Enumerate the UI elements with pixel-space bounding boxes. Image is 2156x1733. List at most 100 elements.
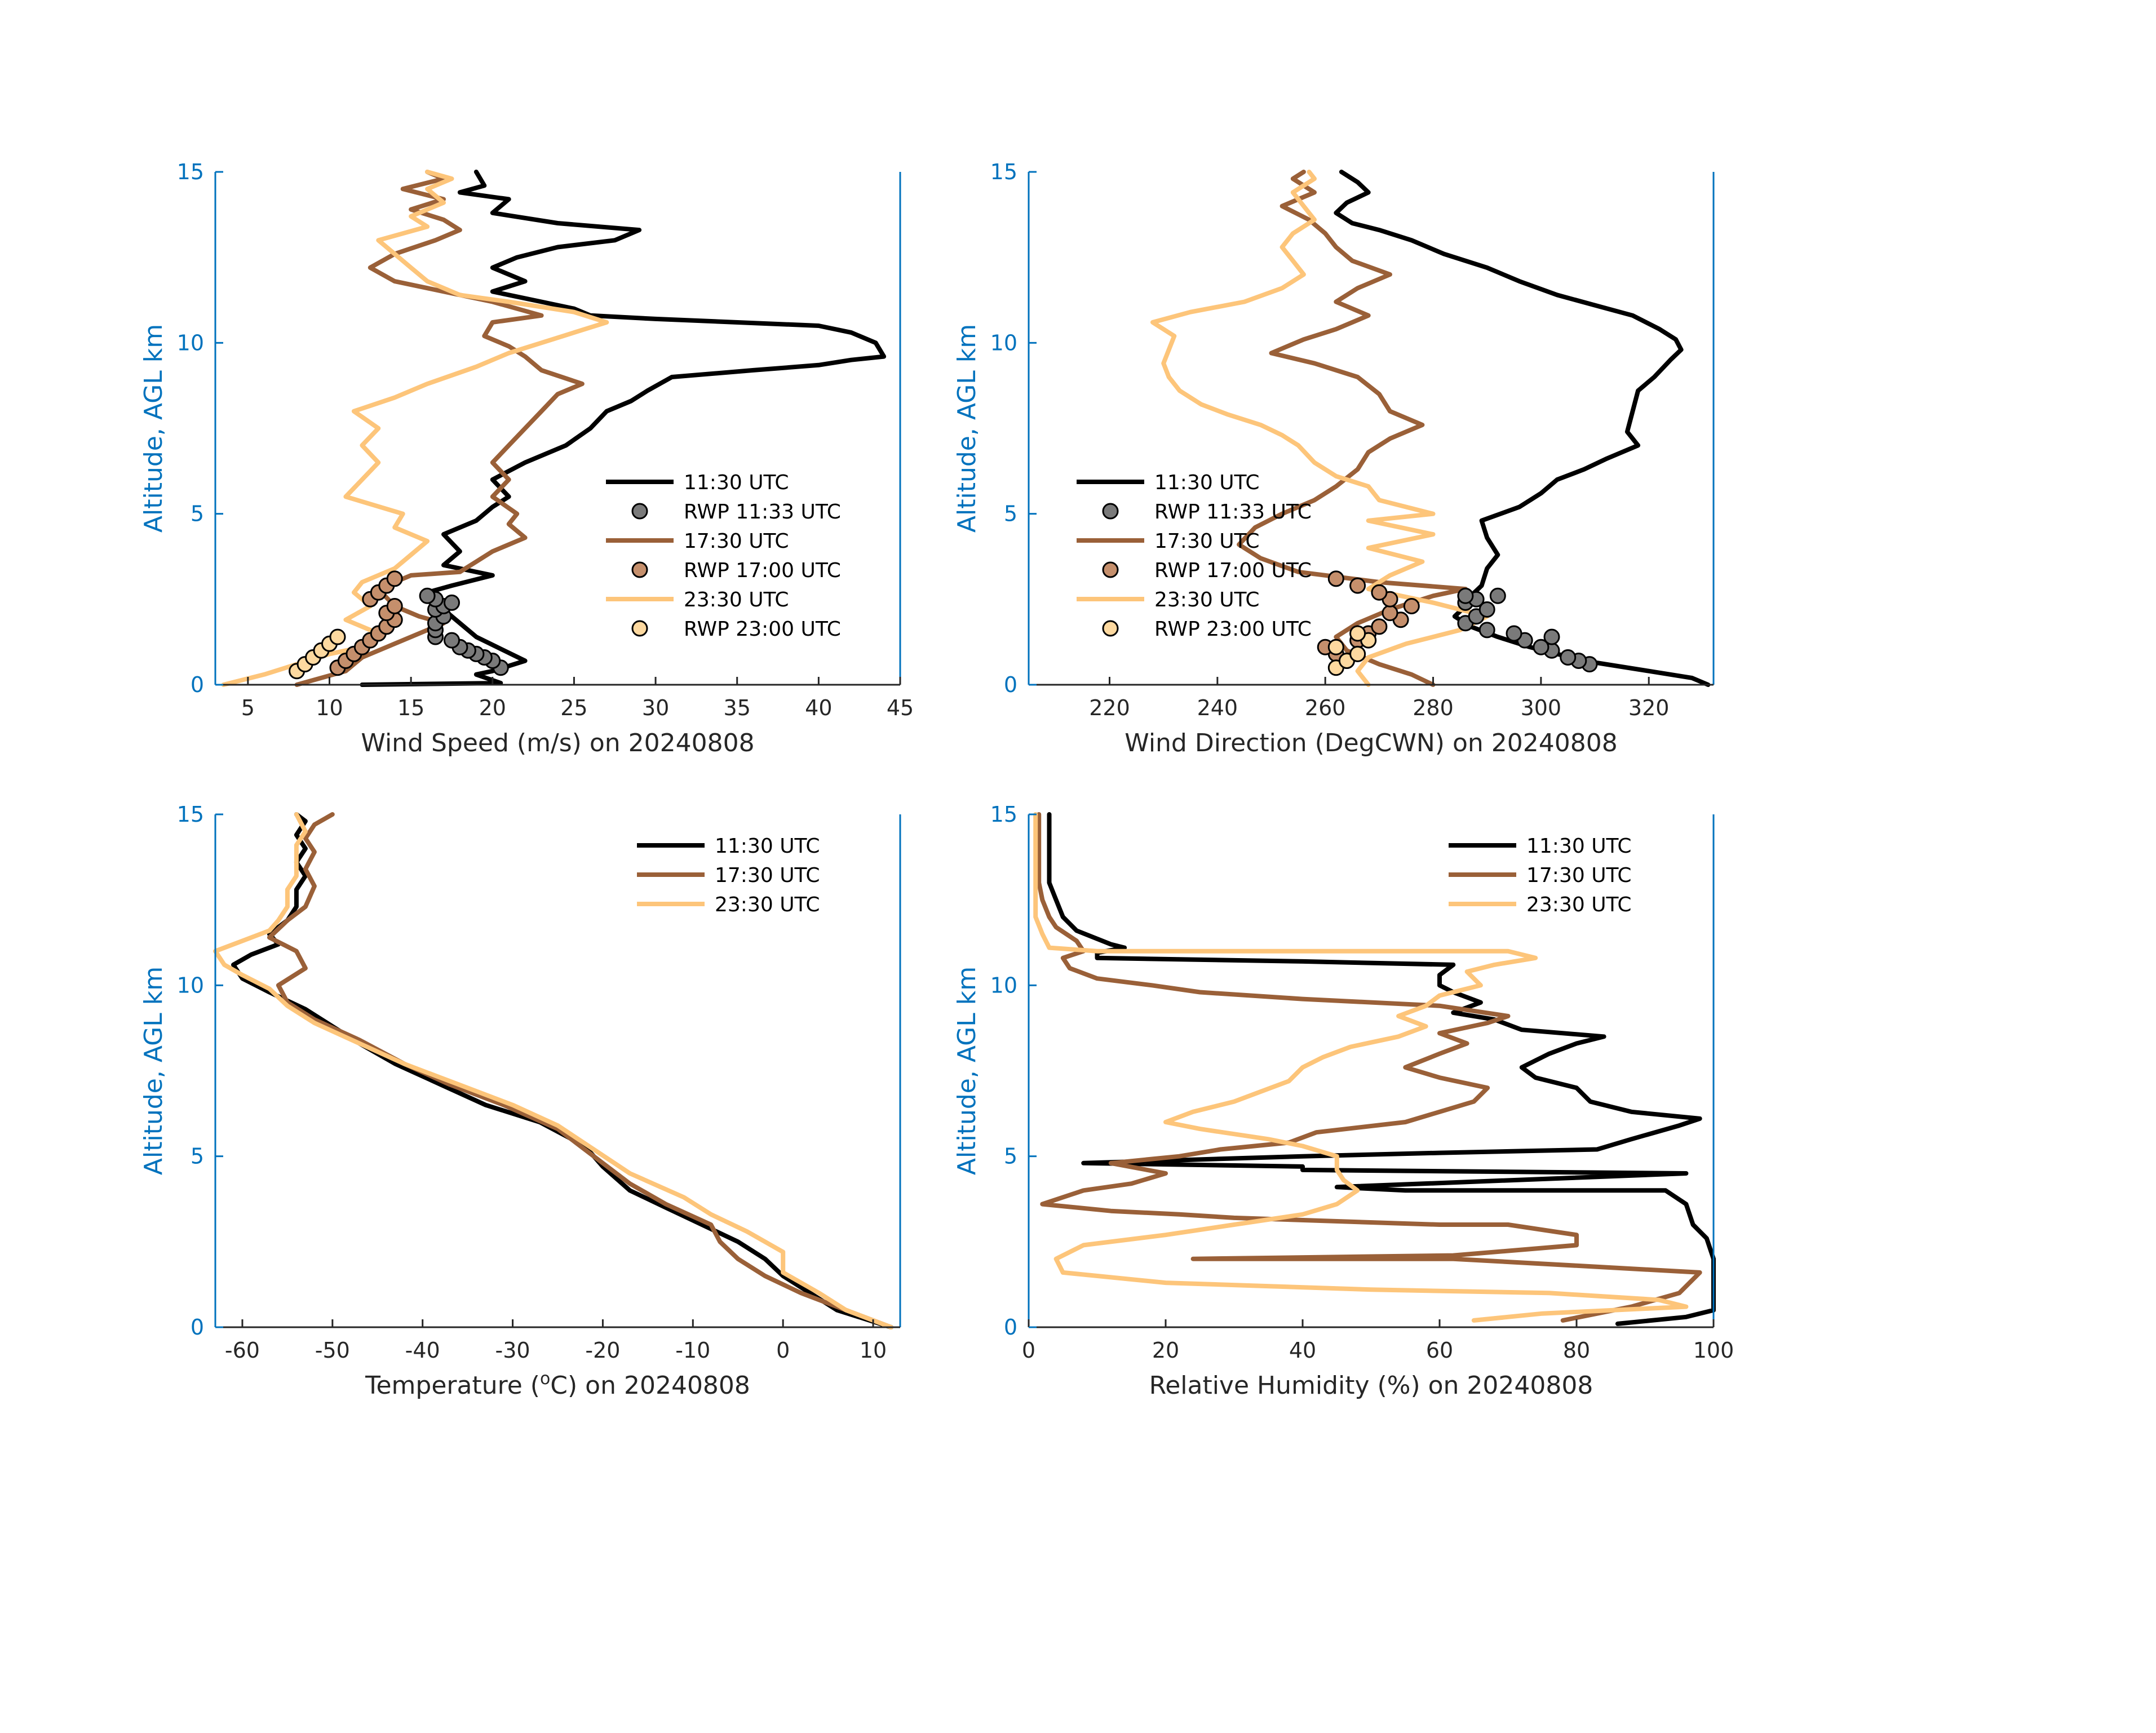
wind-speed-y-axis-title: Altitude, AGL km [139,324,168,533]
wind-speed-legend-marker-5 [631,620,648,637]
relative-humidity-x-axis-title: Relative Humidity (%) on 20240808 [1149,1371,1593,1400]
wind-speed-xtick-label-5: 30 [642,695,669,720]
relative-humidity-xtick-label-5: 100 [1693,1338,1734,1363]
wind-direction-ytick-label-3: 15 [990,159,1017,184]
temperature-y-axis-title: Altitude, AGL km [139,967,168,1175]
relative-humidity-ytick-label-3: 15 [990,802,1017,827]
wind-speed-rwp-point-1-9 [386,598,403,614]
wind-direction-ytick-label-1: 5 [1004,502,1017,526]
relative-humidity-xtick-label-2: 40 [1289,1338,1316,1363]
wind-speed-xtick-label-1: 10 [316,695,343,720]
wind-direction-legend-label-5: RWP 23:00 UTC [1154,618,1312,641]
relative-humidity-xtick-label-4: 80 [1563,1338,1590,1363]
wind-speed-xtick-label-6: 35 [724,695,751,720]
wind-direction-rwp-point-0-4 [1533,639,1550,655]
wind-speed-legend-label-0: 11:30 UTC [684,471,789,494]
temperature-ytick-label-2: 10 [177,973,204,998]
wind-direction-rwp-point-2-2 [1349,645,1366,662]
wind-speed-legend: 11:30 UTC RWP 11:33 UTC 17:30 UTC RWP 17:00… [606,471,841,641]
wind-speed-rwp-point-0-15 [419,587,436,604]
wind-speed-series-line-2 [221,170,609,687]
temperature-x-axis-title-part: Temperature ( [365,1371,540,1400]
wind-direction-rwp-point-0-11 [1478,601,1495,618]
wind-direction-legend-label-1: RWP 11:33 UTC [1154,500,1312,524]
wind-direction-rwp-point-1-10 [1371,584,1388,601]
wind-direction-ytick-label-2: 10 [990,330,1017,355]
temperature-series-line-0 [231,812,893,1329]
wind-direction-chart: 220 240 260 280 300 320 0 5 10 15 Wind Direction (… [953,159,1715,757]
relative-humidity-ytick-label-0: 0 [1004,1315,1017,1340]
wind-direction-ytick-label-0: 0 [1004,672,1017,697]
wind-direction-x-axis-title: Wind Direction (DegCWN) on 20240808 [1125,729,1617,757]
relative-humidity-ytick-label-1: 5 [1004,1144,1017,1169]
temperature-legend-label-2: 23:30 UTC [715,893,820,916]
wind-speed-legend-marker-1 [631,503,648,520]
wind-direction-rwp-point-0-15 [1489,587,1506,604]
temperature-xtick-label-0: -60 [225,1338,260,1363]
wind-speed-series-line-0 [360,170,887,687]
relative-humidity-legend-label-1: 17:30 UTC [1526,864,1632,887]
wind-speed-ytick-label-2: 10 [177,330,204,355]
wind-speed-xtick-label-0: 5 [241,695,255,720]
wind-speed-xtick-label-7: 40 [805,695,832,720]
wind-speed-xtick-label-4: 25 [560,695,587,720]
wind-direction-rwp-point-1-7 [1382,605,1398,622]
temperature-ytick-label-1: 5 [191,1144,204,1169]
relative-humidity-series-line-2 [1033,812,1689,1323]
temperature-x-axis-title-tail: C) on 20240808 [550,1371,750,1400]
relative-humidity-ytick-label-2: 10 [990,973,1017,998]
wind-direction-rwp-point-1-8 [1403,598,1420,614]
wind-speed-rwp-point-0-6 [444,632,460,649]
temperature-x-axis-title: Temperature (oC) on 20240808 [365,1369,750,1400]
wind-speed-xtick-label-8: 45 [887,695,914,720]
wind-direction-xtick-label-4: 300 [1521,695,1562,720]
relative-humidity-xtick-label-0: 0 [1022,1338,1035,1363]
relative-humidity-legend-label-2: 23:30 UTC [1526,893,1632,916]
wind-direction-rwp-point-1-11 [1349,577,1366,594]
wind-speed-legend-label-2: 17:30 UTC [684,530,789,553]
wind-speed-rwp-point-1-13 [386,570,403,587]
temperature-series-line-1 [267,812,893,1329]
wind-speed-legend-label-5: RWP 23:00 UTC [684,618,841,641]
temperature-xtick-label-5: -10 [675,1338,710,1363]
wind-speed-x-axis-title: Wind Speed (m/s) on 20240808 [361,729,754,757]
wind-direction-series-line-0 [1334,170,1711,687]
wind-speed-legend-label-4: 23:30 UTC [684,588,789,611]
wind-direction-rwp-point-0-14 [1457,587,1474,604]
wind-direction-legend-marker-5 [1102,620,1119,637]
wind-direction-legend-marker-3 [1102,561,1119,578]
wind-direction-rwp-point-1-12 [1327,570,1344,587]
temperature-ytick-label-3: 15 [177,802,204,827]
wind-speed-ytick-label-3: 15 [177,159,204,184]
wind-direction-y-axis-title: Altitude, AGL km [953,324,981,533]
temperature-chart: -60 -50 -40 -30 -20 -10 0 10 0 5 10 15 Temperature (… [139,802,901,1400]
relative-humidity-y-axis-title: Altitude, AGL km [953,967,981,1175]
relative-humidity-series-line-1 [1037,812,1702,1323]
temperature-legend: 11:30 UTC 17:30 UTC 23:30 UTC [637,835,820,916]
wind-direction-xtick-label-0: 220 [1089,695,1130,720]
relative-humidity-xtick-label-1: 20 [1152,1338,1179,1363]
temperature-ytick-label-0: 0 [191,1315,204,1340]
temperature-series-line-2 [213,812,893,1329]
wind-speed-xtick-label-2: 15 [397,695,424,720]
wind-speed-legend-label-3: RWP 17:00 UTC [684,559,841,582]
wind-speed-rwp-point-2-5 [329,628,346,645]
temperature-xtick-label-7: 10 [860,1338,887,1363]
temperature-legend-label-0: 11:30 UTC [715,835,820,858]
wind-direction-xtick-label-1: 240 [1197,695,1238,720]
wind-speed-legend-marker-3 [631,561,648,578]
wind-direction-rwp-point-2-5 [1349,625,1366,642]
relative-humidity-series-line-0 [1047,812,1716,1326]
temperature-xtick-label-1: -50 [315,1338,350,1363]
wind-speed-ytick-label-0: 0 [191,672,204,697]
temperature-xtick-label-4: -20 [585,1338,620,1363]
wind-direction-rwp-point-2-3 [1327,639,1344,655]
wind-direction-rwp-point-0-7 [1506,625,1522,642]
wind-direction-legend-marker-1 [1102,503,1119,520]
wind-direction-legend-label-3: RWP 17:00 UTC [1154,559,1312,582]
wind-speed-ytick-label-1: 5 [191,502,204,526]
wind-direction-rwp-point-0-8 [1478,622,1495,639]
wind-speed-xtick-label-3: 20 [479,695,506,720]
wind-direction-xtick-label-2: 260 [1305,695,1346,720]
